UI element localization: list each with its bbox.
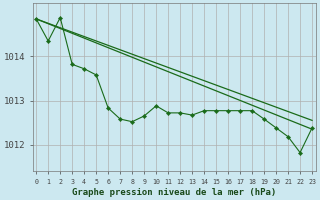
X-axis label: Graphe pression niveau de la mer (hPa): Graphe pression niveau de la mer (hPa) bbox=[72, 188, 276, 197]
